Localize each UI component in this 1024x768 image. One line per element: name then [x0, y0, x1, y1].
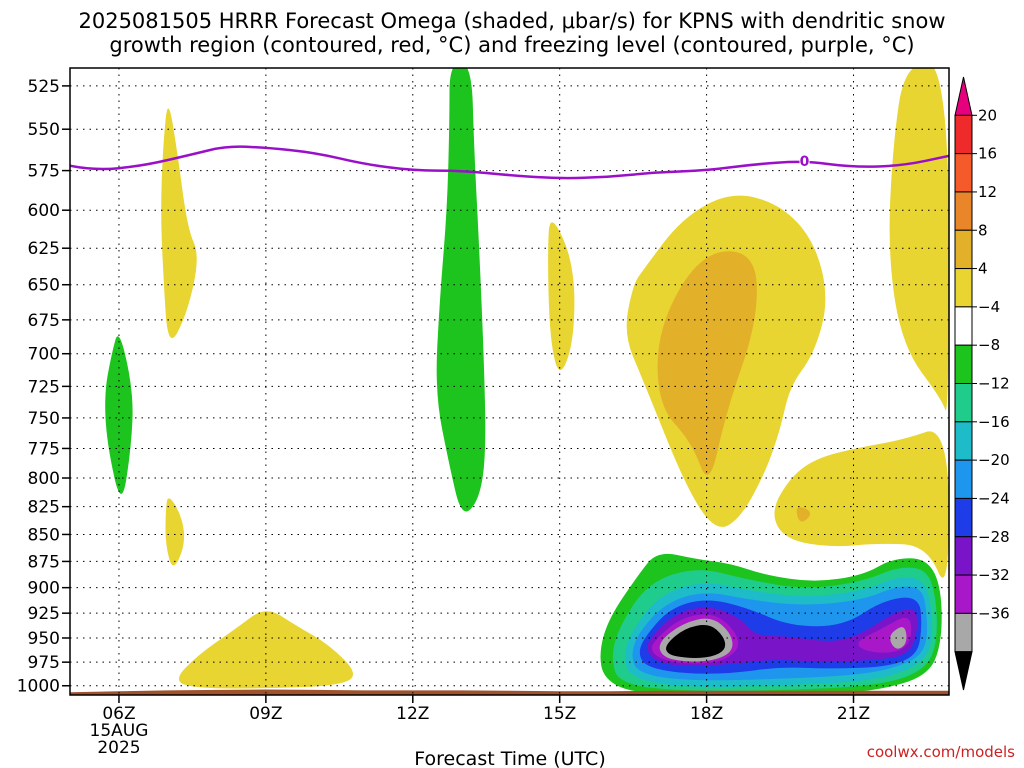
y-tick-label-850: 850	[28, 525, 60, 545]
omega-region-10	[889, 68, 949, 411]
y-tick-label-575: 575	[28, 162, 60, 182]
x-axis-label: Forecast Time (UTC)	[414, 748, 605, 768]
colorbar-legend: 20 16 12 8 4 −4 −8 −12 −16 −20 −24 −28 −32 −36	[954, 76, 1010, 691]
colorbar-label: −20	[978, 451, 1010, 469]
chart-title-line1: 2025081505 HRRR Forecast Omega (shaded, …	[78, 9, 945, 33]
colorbar-bin-1	[954, 114, 973, 155]
omega-region-21	[890, 627, 907, 649]
x-tick-label-12Z: 12Z	[396, 704, 429, 724]
y-tick-label-975: 975	[28, 653, 60, 673]
y-tick-label-800: 800	[28, 469, 60, 489]
omega-region-2	[105, 336, 133, 494]
gridlines	[70, 68, 949, 695]
colorbar-bin-5	[954, 268, 973, 308]
freezing-level-line	[70, 145, 949, 180]
colorbar-bin-11	[954, 497, 973, 538]
omega-shaded-regions	[105, 68, 949, 695]
omega-region-9	[796, 507, 811, 522]
colorbar-bin-0	[954, 76, 973, 116]
y-tick-label-775: 775	[28, 439, 60, 459]
colorbar-label: 12	[978, 183, 997, 201]
x-tick-label-09Z: 09Z	[249, 704, 282, 724]
y-tick-label-650: 650	[28, 276, 60, 296]
freezing-level-label: 0	[800, 154, 810, 170]
colorbar-bin-4	[954, 229, 973, 270]
omega-region-7	[657, 251, 757, 475]
y-tick-label-550: 550	[28, 120, 60, 140]
x-tick-label-06Z: 06Z	[102, 704, 135, 724]
colorbar-label: −16	[978, 413, 1010, 431]
y-tick-label-525: 525	[28, 77, 60, 97]
y-tick-label-675: 675	[28, 311, 60, 331]
colorbar-bin-10	[954, 459, 973, 499]
x-tick-label-15Z: 15Z	[543, 704, 576, 724]
colorbar-bin-7	[954, 344, 973, 384]
x-tick-date-label: 15AUG	[90, 721, 149, 741]
colorbar-label: −4	[978, 298, 1000, 316]
y-tick-label-875: 875	[28, 552, 60, 572]
y-tick-label-725: 725	[28, 377, 60, 397]
plot-frame	[69, 67, 950, 696]
terrain-layer	[70, 689, 949, 695]
terrain-fill	[70, 689, 949, 695]
omega-region-5	[548, 222, 575, 370]
colorbar-bin-6	[954, 306, 973, 346]
colorbar-label: −32	[978, 566, 1010, 584]
omega-region-1	[165, 498, 185, 566]
y-tick-label-700: 700	[28, 345, 60, 365]
omega-region-8	[774, 431, 949, 578]
y-tick-label-950: 950	[28, 629, 60, 649]
omega-region-20	[666, 624, 726, 658]
colorbar-bin-14	[954, 612, 973, 653]
colorbar-label: 16	[978, 145, 997, 163]
colorbar-label: 8	[978, 221, 988, 239]
colorbar-bin-9	[954, 421, 973, 461]
omega-region-3	[178, 611, 354, 689]
credit-link[interactable]: coolwx.com/models	[867, 743, 1015, 761]
x-tick-label-21Z: 21Z	[837, 704, 870, 724]
colorbar-label: −12	[978, 375, 1010, 393]
colorbar-bin-8	[954, 383, 973, 423]
colorbar-label: −28	[978, 528, 1010, 546]
y-tick-label-925: 925	[28, 604, 60, 624]
x-tick-year-label: 2025	[97, 738, 140, 758]
colorbar-label: −24	[978, 489, 1010, 507]
y-tick-label-750: 750	[28, 409, 60, 429]
colorbar-label: 20	[978, 106, 997, 124]
colorbar-label: −8	[978, 336, 1000, 354]
plot-area: 0 525 550 575 600 625 650 675 700 725 750 775 800 82…	[17, 67, 950, 758]
colorbar-bin-15	[954, 651, 973, 691]
y-tick-label-900: 900	[28, 579, 60, 599]
chart-title-line2: growth region (contoured, red, °C) and f…	[109, 33, 914, 57]
y-tick-label-825: 825	[28, 498, 60, 518]
y-tick-label-625: 625	[28, 239, 60, 259]
omega-region-0	[161, 108, 197, 339]
colorbar-bin-3	[954, 191, 973, 231]
y-tick-label-600: 600	[28, 201, 60, 221]
freezing-level-contour: 0	[70, 145, 949, 180]
x-tick-label-18Z: 18Z	[690, 704, 723, 724]
colorbar-bin-12	[954, 536, 973, 576]
y-tick-label-1000: 1000	[17, 677, 60, 697]
colorbar-label: −36	[978, 604, 1010, 622]
y-axis: 525 550 575 600 625 650 675 700 725 750 775 800 825 8…	[17, 77, 70, 697]
colorbar-bin-2	[954, 153, 973, 193]
omega-region-4	[436, 68, 486, 512]
colorbar-label: 4	[978, 260, 988, 278]
colorbar-bin-13	[954, 574, 973, 614]
